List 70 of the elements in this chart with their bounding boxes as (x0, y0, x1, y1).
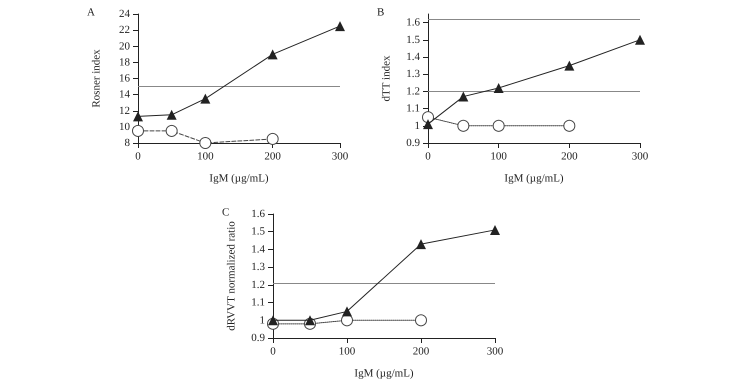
x-axis-title: IgM (µg/mL) (354, 368, 414, 380)
x-tick-label: 300 (332, 150, 349, 162)
point (422, 111, 434, 124)
point (132, 124, 144, 137)
y-tick-label: 14 (119, 88, 130, 101)
y-tick-label: 1.6 (406, 16, 420, 29)
y-axis-title: Rosner index (90, 48, 102, 108)
point (457, 120, 470, 132)
x-axis-title: IgM (µg/mL) (209, 172, 269, 184)
point (305, 315, 315, 326)
point (415, 314, 427, 326)
y-tick-label: 1 (260, 314, 265, 326)
y-tick-label: 1.2 (251, 278, 265, 291)
chart-title: C (222, 206, 230, 218)
point (416, 239, 426, 250)
point (266, 132, 279, 145)
y-tick-label: 1.5 (251, 226, 266, 238)
y-axis-title: dTT index (380, 55, 392, 102)
point (166, 124, 178, 137)
y-tick-label: 10 (119, 120, 130, 133)
y-tick-label: 1.3 (406, 68, 420, 80)
point (423, 119, 433, 130)
point (563, 120, 576, 132)
point (564, 60, 574, 71)
x-tick-label: 0 (135, 150, 142, 162)
y-tick-label: 1.1 (406, 102, 420, 115)
x-tick-label: 100 (338, 346, 356, 358)
point (458, 92, 468, 102)
x-axis-title: IgM (µg/mL) (504, 172, 564, 184)
point (492, 120, 505, 132)
y-tick-label: 1.1 (251, 296, 265, 309)
point (133, 111, 143, 122)
y-tick-label: 12 (119, 104, 130, 117)
y-tick-label: 16 (119, 72, 130, 84)
x-tick-label: 200 (264, 150, 282, 162)
x-tick-label: 300 (632, 150, 649, 162)
point (335, 21, 345, 32)
y-tick-label: 22 (119, 24, 130, 36)
point (342, 306, 352, 316)
y-tick-label: 1.5 (406, 34, 420, 46)
point (635, 34, 645, 45)
x-tick-label: 0 (270, 346, 276, 358)
y-tick-label: 20 (119, 40, 130, 52)
y-tick-label: 1 (414, 120, 420, 132)
x-tick-label: 300 (486, 346, 504, 358)
y-tick-label: 1.2 (406, 85, 420, 98)
chart-title: B (377, 6, 384, 18)
point (268, 49, 278, 60)
y-tick-label: 1.6 (251, 208, 266, 220)
y-axis-title: dRVVT normalized ratio (226, 220, 238, 331)
y-tick-label: 18 (119, 56, 130, 68)
y-tick-label: 24 (119, 8, 130, 20)
y-tick-label: 1.4 (251, 243, 266, 256)
x-tick-label: 100 (197, 150, 214, 162)
y-tick-label: 1.4 (406, 51, 420, 63)
point (268, 315, 278, 326)
point (490, 224, 500, 235)
y-tick-label: 0.9 (251, 332, 266, 344)
x-tick-label: 200 (412, 346, 430, 358)
x-tick-label: 0 (425, 150, 432, 162)
point (199, 137, 212, 149)
y-tick-label: 1.3 (251, 261, 266, 274)
y-tick-label: 0.9 (406, 137, 420, 149)
chart-title: A (87, 6, 95, 18)
point (494, 82, 504, 93)
x-tick-label: 200 (561, 150, 578, 162)
point (200, 94, 210, 104)
point (166, 110, 177, 120)
x-tick-label: 100 (490, 150, 508, 162)
y-tick-label: 8 (124, 137, 130, 149)
